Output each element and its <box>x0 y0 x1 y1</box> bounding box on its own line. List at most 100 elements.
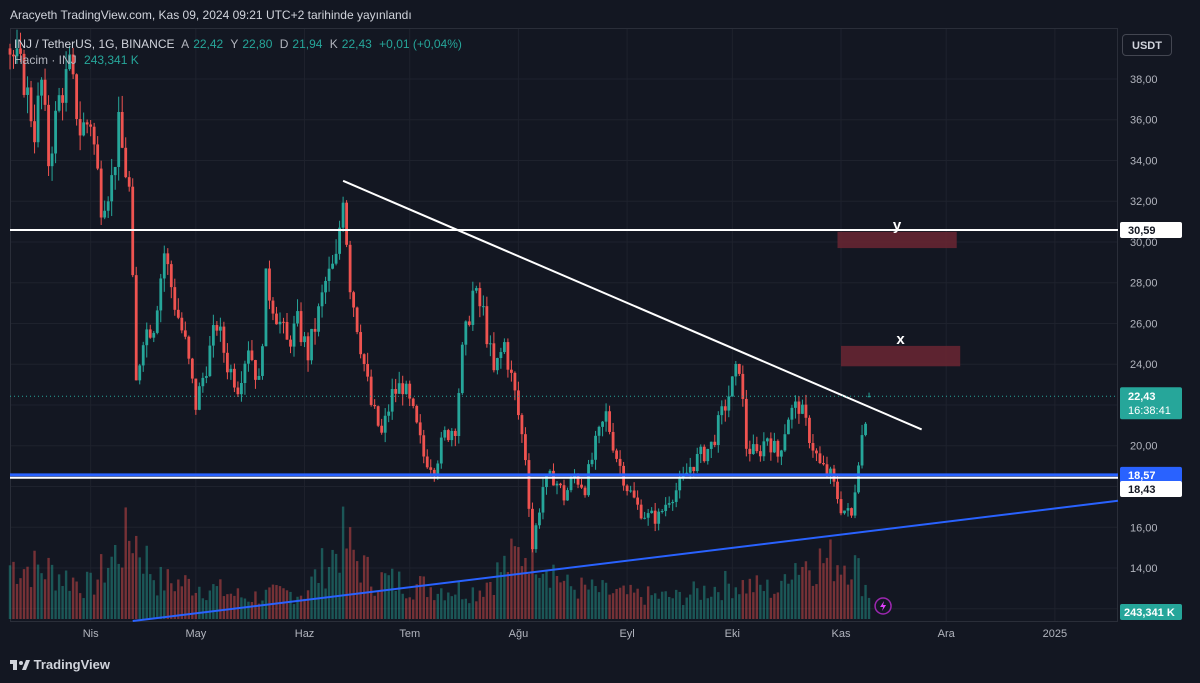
volume-bar <box>787 583 790 619</box>
candle <box>359 332 363 355</box>
volume-bar <box>184 575 187 619</box>
volume-bar <box>629 584 632 619</box>
volume-bar <box>398 571 401 619</box>
volume-bar <box>867 597 871 619</box>
candle <box>275 313 278 325</box>
candle <box>401 383 405 395</box>
candle <box>474 288 478 291</box>
volume-bar <box>545 570 548 619</box>
volume-bar <box>580 577 583 619</box>
candle <box>699 446 703 455</box>
volume-bar <box>33 550 36 619</box>
candle <box>636 497 640 505</box>
volume-bar <box>173 591 176 619</box>
volume-bar <box>766 579 769 619</box>
candle <box>583 487 587 496</box>
lightning-icon <box>880 601 887 611</box>
volume-bar <box>569 586 573 619</box>
candle <box>201 377 205 387</box>
symbol-label[interactable]: INJ / TetherUS, 1G, BINANCE <box>14 37 175 51</box>
volume-bar <box>636 588 639 619</box>
candle <box>71 54 75 75</box>
tradingview-logo[interactable]: TradingView <box>10 656 110 676</box>
candle <box>629 490 633 492</box>
volume-bar <box>92 594 96 619</box>
candle <box>194 378 198 410</box>
candle <box>548 470 552 476</box>
candle <box>152 332 156 338</box>
candle <box>499 352 503 359</box>
volume-bar <box>506 572 510 619</box>
volume-bar <box>233 595 236 619</box>
volume-bar <box>552 564 555 619</box>
volume-bar <box>822 563 825 619</box>
candle <box>40 79 43 96</box>
candle <box>510 369 513 373</box>
volume-bar <box>26 566 29 619</box>
volume-bar <box>138 557 141 619</box>
candle <box>348 244 352 293</box>
candle <box>755 444 759 452</box>
candle <box>653 510 657 524</box>
candle <box>134 275 138 381</box>
volume-bar <box>762 591 766 619</box>
candle <box>113 166 117 176</box>
volume-bar <box>664 591 667 619</box>
volume-bar <box>804 561 808 619</box>
candle <box>54 110 57 154</box>
candle <box>713 441 717 446</box>
volume-bar <box>541 573 545 619</box>
volume-bar <box>299 595 303 619</box>
candle <box>744 398 748 449</box>
volume-bar <box>61 585 64 619</box>
candle <box>148 329 152 338</box>
candle <box>639 504 643 519</box>
volume-bar <box>829 539 832 619</box>
volume-bar <box>205 600 208 619</box>
chart-legend: INJ / TetherUS, 1G, BINANCE A 22,42 Y 22,8… <box>14 36 466 68</box>
volume-bar <box>226 594 229 619</box>
open-label: A <box>181 37 190 51</box>
zone-y[interactable] <box>837 231 957 249</box>
zone-x[interactable] <box>841 345 961 367</box>
chart-pane[interactable] <box>10 28 1118 622</box>
price-tick-label: 14,00 <box>1130 563 1158 575</box>
volume-bar <box>660 591 664 619</box>
candle <box>345 202 349 245</box>
volume-bar <box>717 592 720 619</box>
candle <box>411 398 415 407</box>
candle <box>422 435 426 457</box>
volume-bar <box>401 593 404 619</box>
volume-bar <box>394 590 397 619</box>
candle <box>846 508 850 511</box>
candle <box>720 406 724 416</box>
volume-bar <box>731 598 734 619</box>
volume-bar <box>303 598 306 619</box>
candle <box>432 469 436 476</box>
volume-bar <box>412 599 415 619</box>
volume-bar <box>99 554 103 619</box>
candle <box>734 363 738 377</box>
candle <box>110 175 114 202</box>
brand-text: TradingView <box>33 657 110 673</box>
candle <box>587 464 590 496</box>
candle <box>303 336 306 343</box>
candle <box>324 280 327 293</box>
volume-bar <box>748 578 752 619</box>
candle <box>355 307 359 333</box>
candle <box>387 411 391 416</box>
ascending-trendline[interactable] <box>132 499 1119 622</box>
zone-label-y: y <box>893 217 902 234</box>
volume-bar <box>618 587 622 619</box>
volume-bar <box>380 572 383 619</box>
zone-label-x: x <box>896 331 905 348</box>
candle <box>797 401 801 414</box>
candle <box>180 317 184 331</box>
volume-bar <box>191 595 194 619</box>
candle <box>50 153 54 167</box>
volume-bar <box>776 592 780 619</box>
descending-trendline[interactable] <box>342 179 923 431</box>
candle <box>527 460 531 509</box>
currency-selector[interactable]: USDT <box>1122 34 1172 56</box>
